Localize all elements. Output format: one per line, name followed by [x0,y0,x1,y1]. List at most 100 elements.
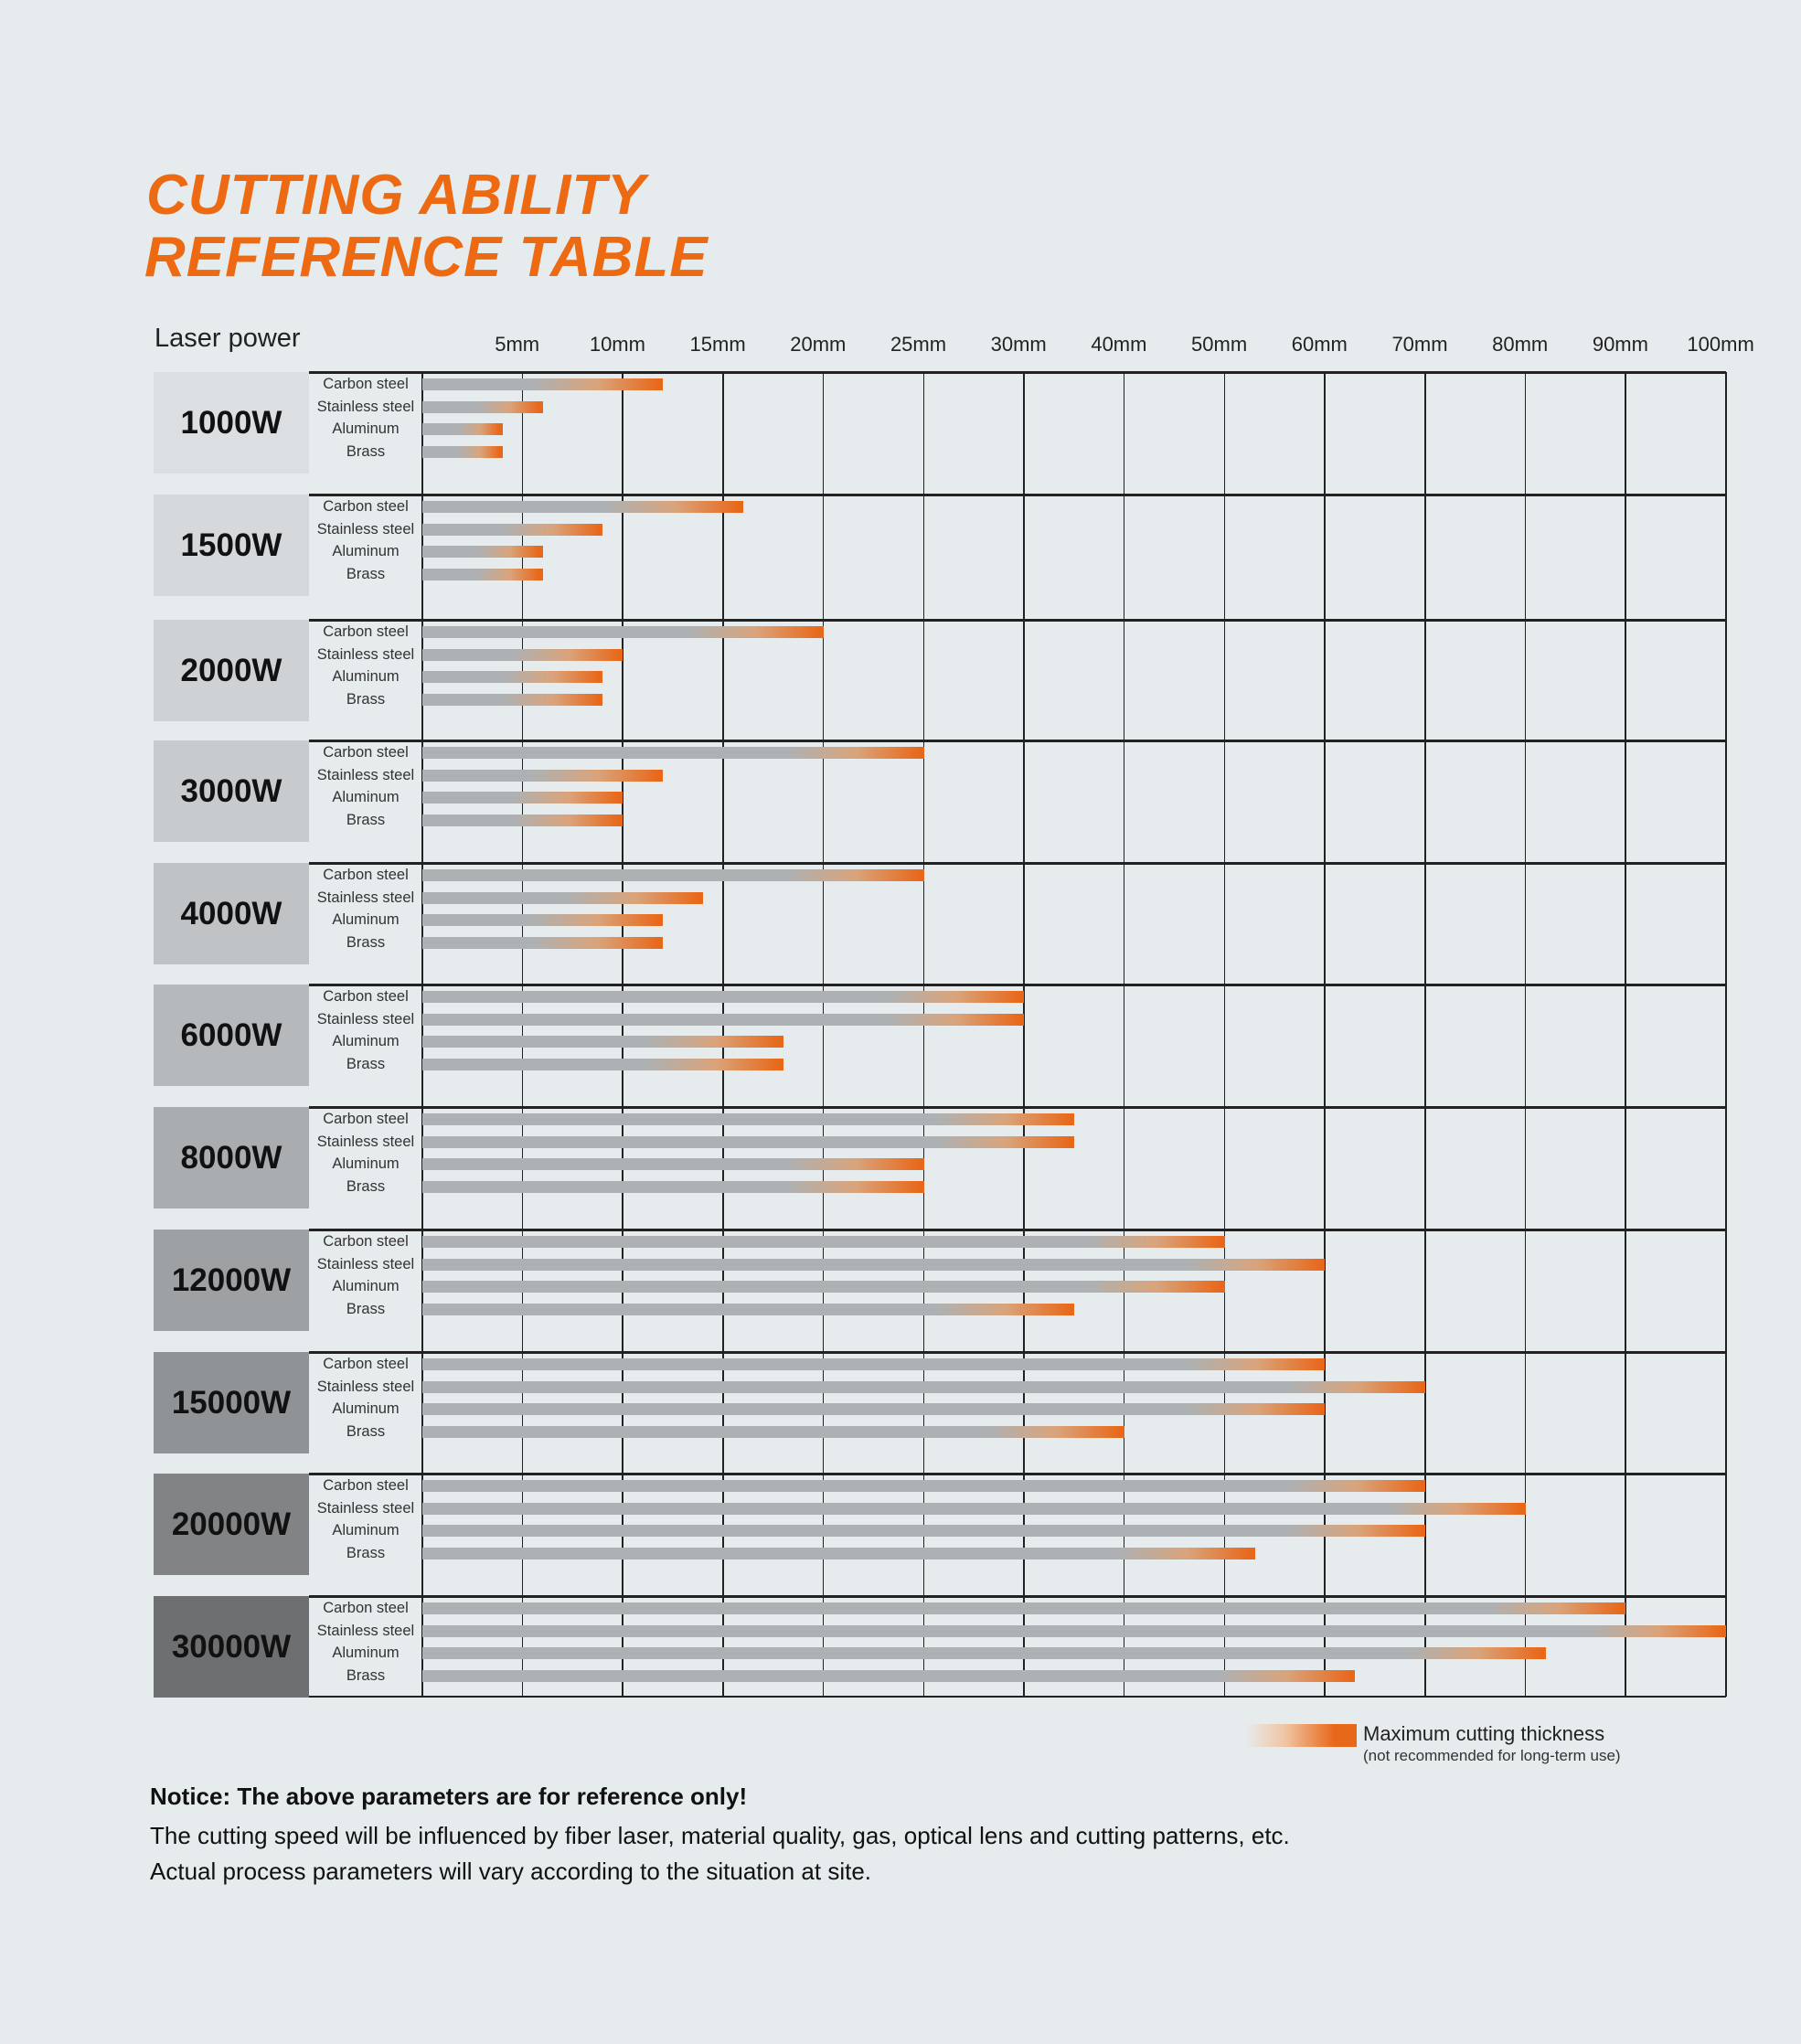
grid-line-horizontal [309,984,1727,986]
x-tick-label: 100mm [1687,333,1754,356]
grid-line-vertical [1324,372,1326,1697]
material-label: Aluminum [332,1522,400,1538]
bar-carbon-steel [422,1480,1425,1492]
material-label: Stainless steel [316,1255,415,1272]
bar-carbon-steel [422,1602,1626,1614]
power-label: 12000W [154,1230,309,1331]
bar-aluminum [422,792,623,804]
bar-aluminum [422,671,603,683]
power-label: 4000W [154,863,309,964]
bar-aluminum [422,546,543,558]
x-tick-label: 5mm [495,333,540,356]
grid-line-vertical [1023,372,1025,1697]
bar-carbon-steel [422,869,924,881]
bar-carbon-steel [422,626,824,638]
material-label: Carbon steel [323,1111,409,1127]
legend-gradient-swatch [1245,1724,1357,1747]
bar-brass [422,1425,1124,1438]
bar-brass [422,445,503,458]
material-label: Stainless steel [316,1499,415,1517]
power-label: 1000W [154,372,309,474]
row-header-label: Laser power [155,324,301,353]
grid-line-horizontal [309,1473,1727,1475]
material-label: Brass [346,565,386,582]
grid-line-vertical [1725,372,1728,1697]
title-line-2: REFERENCE TABLE [144,226,709,289]
power-label: 1500W [154,495,309,596]
grid-line-horizontal [309,1595,1727,1598]
grid-line-vertical [822,372,825,1697]
x-tick-label: 15mm [689,333,746,356]
grid-line-vertical [421,372,423,1697]
material-label: Aluminum [332,668,400,685]
grid-line-vertical [1524,372,1527,1697]
grid-line-horizontal [309,1229,1727,1231]
material-label: Carbon steel [323,623,409,640]
material-label: Brass [346,1300,386,1317]
grid-line-vertical [1123,372,1125,1697]
grid-line-vertical [521,372,524,1697]
bar-stainless-steel [422,1380,1425,1393]
material-label: Stainless steel [316,1133,415,1150]
grid-line-vertical [1625,372,1626,1697]
grid-line-horizontal [309,1106,1727,1109]
material-label: Brass [346,933,386,951]
grid-line-horizontal [309,862,1727,865]
material-label: Stainless steel [316,1010,415,1027]
material-label: Carbon steel [323,744,409,761]
bar-aluminum [422,1403,1326,1415]
material-label: Aluminum [332,911,400,928]
legend-sublabel: (not recommended for long-term use) [1363,1747,1621,1764]
grid-line-vertical [722,372,724,1697]
bar-brass [422,568,543,580]
bar-stainless-steel [422,523,603,536]
material-label: Brass [346,1177,386,1195]
power-label: 8000W [154,1107,309,1208]
grid-line-vertical [922,372,924,1697]
bar-brass [422,1058,783,1070]
grid-line-vertical [1223,372,1226,1697]
x-tick-label: 40mm [1091,333,1147,356]
material-label: Carbon steel [323,498,409,515]
material-label: Brass [346,442,386,460]
notice-line-2: Actual process parameters will vary acco… [150,1858,872,1885]
x-tick-label: 70mm [1391,333,1448,356]
material-label: Brass [346,1055,386,1072]
bar-stainless-steel [422,1135,1075,1148]
bar-carbon-steel [422,991,1025,1003]
power-label: 30000W [154,1596,309,1698]
x-tick-label: 25mm [890,333,947,356]
x-tick-label: 10mm [589,333,645,356]
grid-line-horizontal [309,740,1727,742]
material-label: Carbon steel [323,1477,409,1494]
material-label: Aluminum [332,789,400,805]
bar-stainless-steel [422,1502,1526,1515]
material-label: Stainless steel [316,889,415,906]
material-label: Carbon steel [323,1356,409,1372]
notice-heading: Notice: The above parameters are for ref… [150,1783,748,1810]
bar-stainless-steel [422,1013,1025,1026]
material-label: Carbon steel [323,376,409,392]
material-label: Aluminum [332,543,400,559]
bar-carbon-steel [422,501,744,513]
bar-aluminum [422,1525,1425,1537]
x-tick-label: 90mm [1592,333,1648,356]
material-label: Brass [346,811,386,828]
x-tick-label: 80mm [1492,333,1549,356]
material-label: Stainless steel [316,645,415,663]
bar-stainless-steel [422,769,664,782]
grid-line-horizontal [309,494,1727,496]
material-label: Stainless steel [316,398,415,415]
power-label: 3000W [154,740,309,842]
bar-brass [422,936,664,949]
grid-line-horizontal [309,619,1727,622]
material-label: Brass [346,1666,386,1684]
title-line-1: CUTTING ABILITY [146,164,646,227]
bar-aluminum [422,1158,924,1170]
grid-line-vertical [622,372,623,1697]
material-label: Carbon steel [323,1600,409,1616]
power-label: 15000W [154,1352,309,1453]
bar-brass [422,1303,1075,1315]
bar-aluminum [422,1036,783,1048]
material-label: Carbon steel [323,988,409,1005]
